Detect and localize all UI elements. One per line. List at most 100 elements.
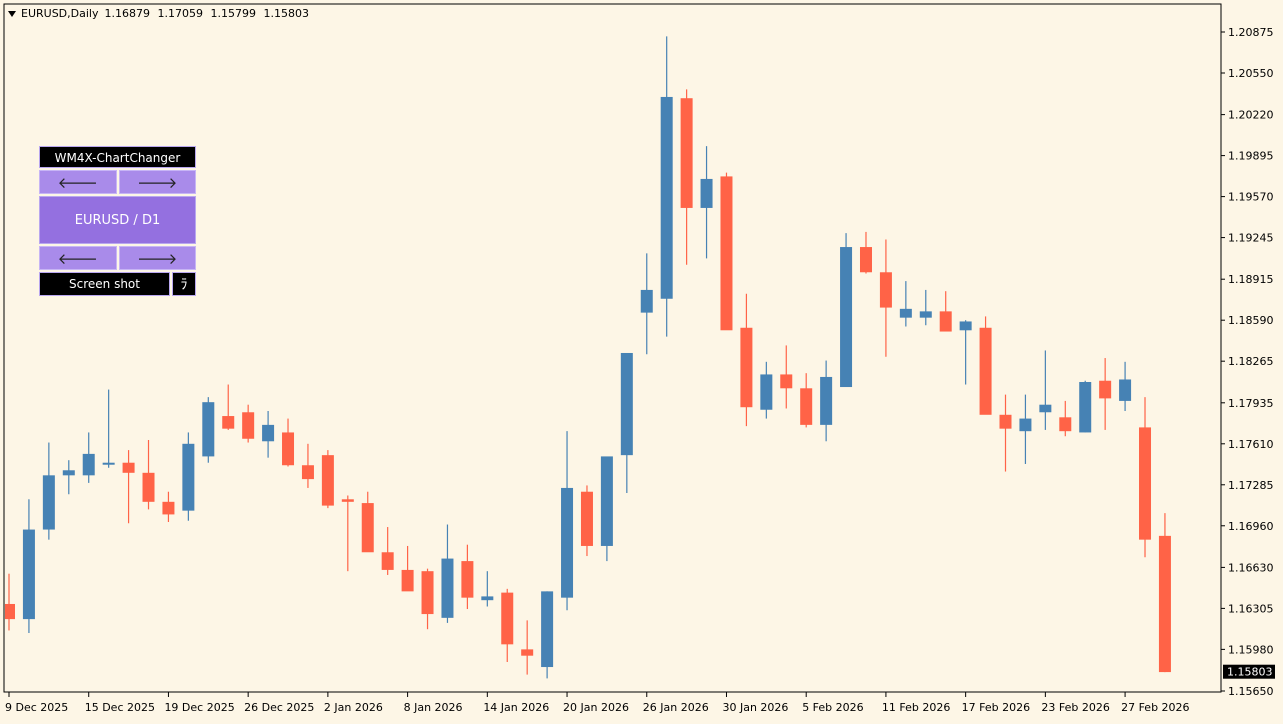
y-tick-label: 1.17610 — [1228, 438, 1274, 451]
current-price-label: 1.15803 — [1227, 666, 1273, 679]
prev-timeframe-button[interactable]: 🡐 — [39, 246, 117, 270]
bull-candle — [1079, 381, 1092, 433]
screenshot-row: Screen shot ﾗ — [39, 272, 196, 296]
bear-candle — [142, 472, 155, 502]
current-price-tag — [1223, 664, 1275, 679]
bear-candle — [421, 571, 434, 615]
bear-candle — [1139, 427, 1152, 540]
bear-candle — [800, 388, 813, 425]
bull-candle — [82, 453, 95, 476]
symbol-timeframe: EURUSD,Daily — [21, 7, 99, 20]
high-value: 1.17059 — [157, 7, 203, 20]
x-tick-label: 20 Jan 2026 — [563, 701, 629, 714]
x-tick-label: 11 Feb 2026 — [882, 701, 950, 714]
bear-candle — [341, 499, 354, 502]
y-tick-label: 1.18265 — [1228, 355, 1274, 368]
y-tick-label: 1.20220 — [1228, 109, 1274, 122]
x-tick-label: 19 Dec 2025 — [164, 701, 234, 714]
bear-candle — [521, 649, 534, 656]
bear-candle — [780, 374, 793, 389]
y-tick-label: 1.19245 — [1228, 232, 1274, 245]
arrow-right-icon: 🡒 — [137, 173, 178, 192]
bear-candle — [879, 272, 892, 308]
bull-candle — [202, 402, 215, 457]
bull-candle — [700, 178, 713, 208]
bear-candle — [859, 247, 872, 273]
panel-title: WM4X-ChartChanger — [39, 146, 196, 168]
next-timeframe-button[interactable]: 🡒 — [118, 246, 196, 270]
bear-candle — [680, 98, 693, 208]
bull-candle — [62, 470, 75, 476]
bear-candle — [501, 592, 514, 645]
bull-candle — [919, 311, 932, 318]
bull-candle — [182, 443, 195, 511]
bear-candle — [1099, 380, 1112, 399]
bull-candle — [42, 475, 55, 530]
y-tick-label: 1.15650 — [1228, 685, 1274, 698]
x-tick-label: 27 Feb 2026 — [1121, 701, 1189, 714]
bull-candle — [481, 596, 494, 601]
y-tick-label: 1.16305 — [1228, 602, 1274, 615]
bull-candle — [102, 462, 115, 465]
next-symbol-button[interactable]: 🡒 — [118, 170, 196, 194]
bear-candle — [580, 491, 593, 546]
arrow-left-icon: 🡐 — [57, 249, 98, 268]
bear-candle — [720, 176, 733, 331]
y-tick-label: 1.19895 — [1228, 150, 1274, 163]
y-tick-label: 1.20550 — [1228, 67, 1274, 80]
bull-candle — [820, 376, 833, 425]
bull-candle — [660, 96, 673, 299]
bear-candle — [461, 561, 474, 598]
panel-toggle-icon[interactable]: ﾗ — [172, 272, 196, 296]
prev-symbol-button[interactable]: 🡐 — [39, 170, 117, 194]
bear-candle — [222, 416, 235, 429]
y-tick-label: 1.19570 — [1228, 191, 1274, 204]
bear-candle — [122, 462, 135, 473]
bull-candle — [262, 424, 275, 442]
candles-group — [5, 36, 1171, 679]
ohlc-values: 1.16879 1.17059 1.15799 1.15803 — [104, 7, 313, 20]
bull-candle — [620, 352, 633, 456]
chart-changer-panel: WM4X-ChartChanger 🡐 🡒 EURUSD / D1 🡐 🡒 Sc… — [39, 146, 196, 296]
bull-candle — [1039, 404, 1052, 413]
bear-candle — [242, 412, 255, 439]
y-tick-label: 1.17285 — [1228, 479, 1274, 492]
screenshot-button[interactable]: Screen shot — [39, 272, 170, 296]
y-tick-label: 1.16630 — [1228, 561, 1274, 574]
x-tick-label: 8 Jan 2026 — [404, 701, 463, 714]
x-tick-label: 17 Feb 2026 — [962, 701, 1030, 714]
symbol-nav-row: 🡐 🡒 — [39, 170, 196, 194]
bull-candle — [600, 456, 613, 546]
bull-candle — [959, 321, 972, 331]
y-tick-label: 1.18915 — [1228, 273, 1274, 286]
bull-candle — [1119, 379, 1132, 401]
y-tick-label: 1.15980 — [1228, 643, 1274, 656]
dropdown-triangle-icon[interactable] — [8, 10, 16, 17]
bear-candle — [401, 569, 414, 592]
bull-candle — [441, 558, 454, 618]
chart-header: EURUSD,Daily 1.16879 1.17059 1.15799 1.1… — [8, 7, 313, 20]
x-tick-label: 9 Dec 2025 — [5, 701, 68, 714]
low-value: 1.15799 — [210, 7, 256, 20]
bull-candle — [760, 374, 773, 410]
bear-candle — [301, 465, 314, 480]
y-tick-label: 1.17935 — [1228, 397, 1274, 410]
bull-candle — [561, 487, 574, 598]
x-tick-label: 26 Jan 2026 — [643, 701, 709, 714]
bull-candle — [640, 289, 653, 313]
bear-candle — [381, 552, 394, 570]
bull-candle — [899, 308, 912, 318]
symbol-timeframe-display: EURUSD / D1 — [39, 196, 196, 244]
x-tick-label: 15 Dec 2025 — [85, 701, 155, 714]
x-tick-label: 2 Jan 2026 — [324, 701, 383, 714]
x-tick-label: 30 Jan 2026 — [722, 701, 788, 714]
bull-candle — [22, 529, 35, 620]
bear-candle — [282, 432, 295, 466]
open-value: 1.16879 — [104, 7, 150, 20]
x-tick-label: 14 Jan 2026 — [483, 701, 549, 714]
x-tick-label: 23 Feb 2026 — [1041, 701, 1109, 714]
bull-candle — [1019, 418, 1032, 432]
bear-candle — [5, 603, 15, 620]
